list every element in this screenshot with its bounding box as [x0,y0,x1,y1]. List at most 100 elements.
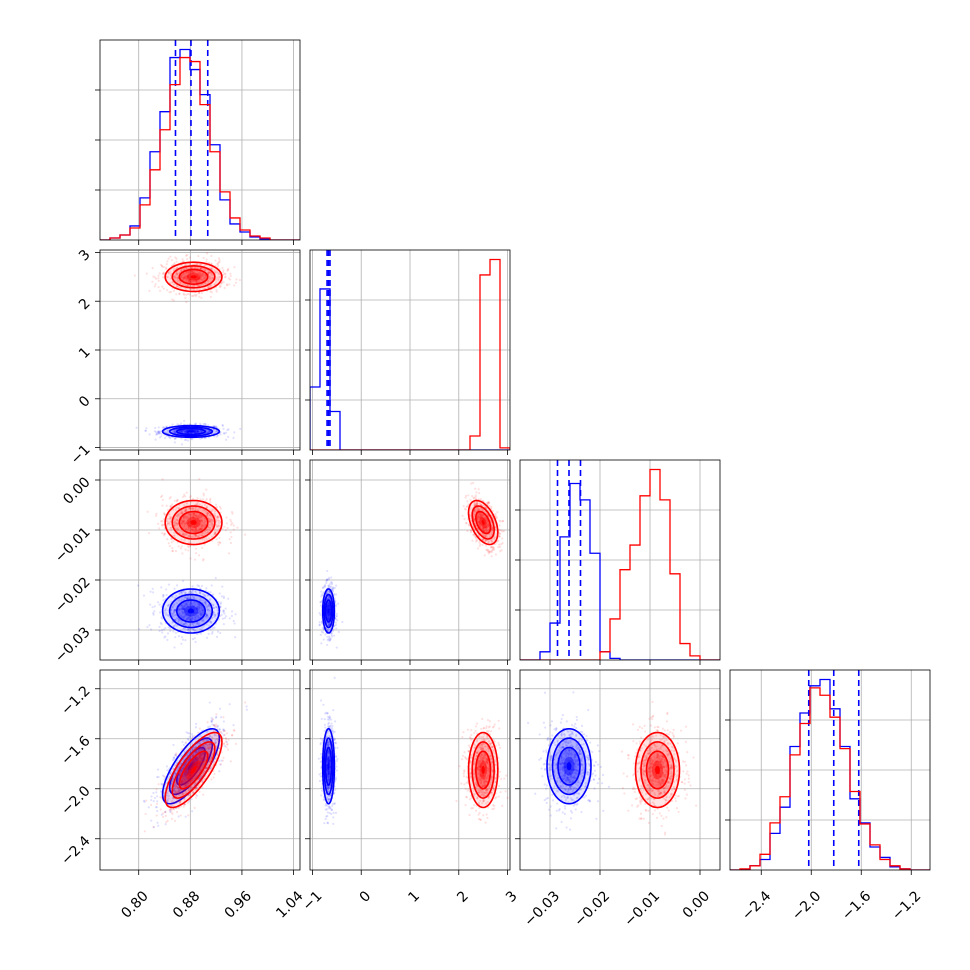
scatter-point [184,532,188,536]
scatter-point [198,604,201,607]
scatter-point [180,608,183,611]
scatter-point [198,621,201,624]
scatter-point [190,280,193,283]
scatter-point [324,633,327,636]
scatter-point [187,738,190,742]
scatter-point [327,578,330,581]
scatter-point [135,426,138,429]
scatter-point [190,266,193,270]
scatter-point [214,430,218,433]
scatter-point [196,262,199,266]
scatter-point [189,600,193,604]
scatter-point [187,512,190,515]
scatter-point [182,608,185,611]
scatter-point [334,617,337,621]
scatter-point [224,615,228,618]
scatter-point [181,616,184,619]
scatter-point [189,597,192,600]
scatter-point [318,621,321,624]
scatter-point [487,522,490,526]
scatter-point [157,824,160,827]
scatter-point [211,630,214,634]
scatter-point [215,515,218,518]
scatter-point [183,438,187,442]
scatter-point [191,638,195,641]
scatter-point [328,639,331,642]
scatter-point [328,607,331,611]
scatter-point [201,531,204,535]
scatter-point [187,544,190,548]
scatter-point [196,584,199,587]
scatter-point [160,435,163,438]
scatter-point [327,617,330,620]
scatter-point [224,607,227,610]
scatter-point [191,272,194,275]
scatter-point [171,298,174,301]
scatter-point [186,517,189,520]
scatter-point [188,614,191,618]
scatter-point [174,618,177,621]
scatter-point [165,266,168,269]
contour-line [324,599,333,623]
histogram-step-series-1 [100,56,300,240]
scatter-point [184,431,187,434]
scatter-point [158,603,161,606]
scatter-point [216,430,219,433]
scatter-point [181,638,185,641]
scatter-point [193,597,196,600]
scatter-point [188,524,191,527]
scatter-point [178,515,181,518]
scatter-point [152,611,155,615]
scatter-point [186,272,189,275]
scatter-point [324,584,327,587]
scatter-point [208,275,211,278]
scatter-point [190,606,193,609]
scatter-point [167,257,170,260]
scatter-point [182,517,186,520]
scatter-point [206,605,209,608]
scatter-point [328,612,332,615]
scatter-point [210,518,213,521]
scatter-point [154,438,157,441]
scatter-point [193,602,196,605]
scatter-point [157,274,160,277]
contour-line [164,499,223,546]
scatter-point [199,263,202,266]
scatter-point [486,548,489,551]
scatter-point [212,428,215,431]
scatter-point [174,508,177,512]
scatter-point [198,275,202,278]
scatter-point [191,278,194,281]
scatter-point [199,515,203,518]
scatter-point [203,264,206,267]
scatter-point [206,614,209,617]
density-peak [190,520,197,525]
scatter-point [210,523,214,526]
scatter-point [196,516,199,519]
scatter-point [195,547,198,550]
scatter-point [195,527,198,530]
scatter-point [164,627,167,630]
scatter-point [184,283,187,287]
scatter-point [233,266,236,269]
scatter-point [473,502,476,505]
scatter-point [498,532,501,535]
scatter-point [328,604,331,607]
scatter-point [481,538,485,541]
scatter-point [216,516,220,519]
scatter-point [197,272,200,275]
scatter-point [181,511,184,514]
scatter-point [224,438,228,441]
scatter-point [212,508,215,511]
scatter-point [327,624,331,627]
scatter-point [189,535,192,539]
scatter-point [202,509,205,512]
scatter-point [183,605,186,608]
scatter-point [327,615,330,618]
scatter-point [501,520,504,523]
scatter-point [187,523,190,526]
scatter-point [196,501,199,505]
scatter-point [195,614,199,617]
scatter-point [185,276,188,280]
scatter-point [161,783,164,786]
